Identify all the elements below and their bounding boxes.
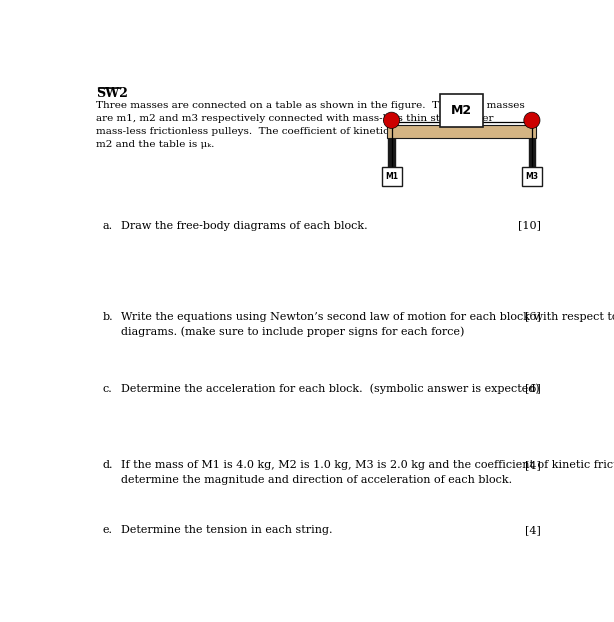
- Text: Determine the acceleration for each block.  (symbolic answer is expected): Determine the acceleration for each bloc…: [120, 384, 539, 394]
- Text: If the mass of M1 is 4.0 kg, M2 is 1.0 kg, M3 is 2.0 kg and the coefficient of k: If the mass of M1 is 4.0 kg, M2 is 1.0 k…: [120, 460, 614, 485]
- Bar: [389, 125, 395, 177]
- Bar: [381, 167, 402, 185]
- Text: [4]: [4]: [525, 460, 541, 470]
- Text: d.: d.: [103, 460, 114, 470]
- Text: [10]: [10]: [518, 221, 541, 231]
- Circle shape: [383, 112, 400, 128]
- Bar: [387, 125, 536, 138]
- Text: [6]: [6]: [525, 312, 541, 322]
- Text: c.: c.: [103, 384, 113, 394]
- Text: Determine the tension in each string.: Determine the tension in each string.: [120, 525, 332, 535]
- Text: SW2: SW2: [96, 86, 128, 100]
- Text: e.: e.: [103, 525, 113, 535]
- Text: Draw the free-body diagrams of each block.: Draw the free-body diagrams of each bloc…: [120, 221, 367, 231]
- Text: [4]: [4]: [525, 525, 541, 535]
- Text: a.: a.: [103, 221, 113, 231]
- Text: M3: M3: [526, 172, 538, 181]
- Text: Three masses are connected on a table as shown in the figure.  The three masses
: Three masses are connected on a table as…: [96, 101, 524, 149]
- Text: [6]: [6]: [525, 384, 541, 394]
- Bar: [522, 167, 542, 185]
- Text: Write the equations using Newton’s second law of motion for each block with resp: Write the equations using Newton’s secon…: [120, 312, 614, 337]
- Circle shape: [524, 112, 540, 128]
- Text: M2: M2: [451, 104, 472, 117]
- Bar: [440, 93, 483, 127]
- Text: b.: b.: [103, 312, 114, 322]
- Bar: [529, 125, 535, 177]
- Text: M1: M1: [385, 172, 398, 181]
